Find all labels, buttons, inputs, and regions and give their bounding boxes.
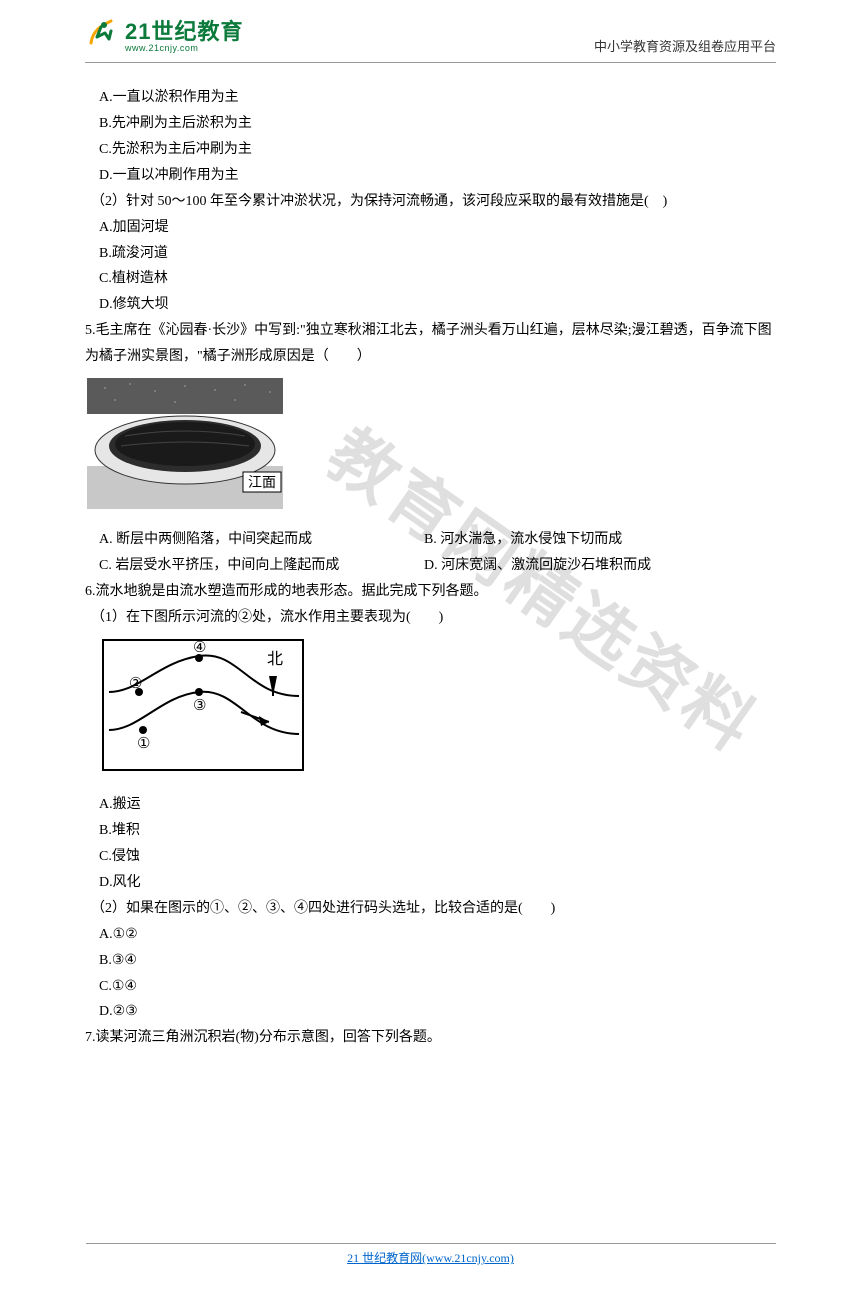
q5-option-b: B. 河水湍急，流水侵蚀下切而成 <box>424 527 749 553</box>
svg-text:④: ④ <box>193 640 206 656</box>
q4-option-a: A.一直以淤积作用为主 <box>85 85 776 111</box>
q7-stem: 7.读某河流三角洲沉积岩(物)分布示意图，回答下列各题。 <box>85 1025 776 1051</box>
q6-option-c: C.侵蚀 <box>85 844 776 870</box>
q6-sub2-option-b: B.③④ <box>85 948 776 974</box>
logo-url-text: www.21cnjy.com <box>125 44 243 54</box>
q6-option-b: B.堆积 <box>85 818 776 844</box>
q5-option-d: D. 河床宽阔、激流回旋沙石堆积而成 <box>424 553 749 579</box>
q6-sub2-option-d: D.②③ <box>85 999 776 1025</box>
svg-text:②: ② <box>129 676 142 692</box>
q5-option-c: C. 岩层受水平挤压，中间向上隆起而成 <box>99 553 424 579</box>
q5-option-a: A. 断层中两侧陷落，中间突起而成 <box>99 527 424 553</box>
content-body: A.一直以淤积作用为主 B.先冲刷为主后淤积为主 C.先淤积为主后冲刷为主 D.… <box>85 85 776 1051</box>
q6-sub2-option-a: A.①② <box>85 922 776 948</box>
svg-text:①: ① <box>137 736 150 752</box>
svg-text:北: 北 <box>267 650 283 668</box>
q4-sub2-option-b: B.疏浚河道 <box>85 241 776 267</box>
logo-block: 21世纪教育 www.21cnjy.com <box>85 15 243 58</box>
q4-sub2: （2）针对 50～100 年至今累计冲淤状况，为保持河流畅通，该河段应采取的最有… <box>85 189 776 215</box>
logo-icon <box>85 15 119 58</box>
q4-option-d: D.一直以冲刷作用为主 <box>85 163 776 189</box>
q4-option-c: C.先淤积为主后冲刷为主 <box>85 137 776 163</box>
q6-option-d: D.风化 <box>85 870 776 896</box>
q6-diagram: 北 ② ④ ③ ① <box>99 636 776 786</box>
q6-stem: 6.流水地貌是由流水塑造而形成的地表形态。据此完成下列各题。 <box>85 579 776 605</box>
q4-sub2-option-d: D.修筑大坝 <box>85 292 776 318</box>
q6-option-a: A.搬运 <box>85 792 776 818</box>
q5-photo: 江面 <box>85 376 776 521</box>
header-right-text: 中小学教育资源及组卷应用平台 <box>594 35 776 58</box>
logo-cn-text: 21世纪教育 <box>125 20 243 44</box>
q6-sub2-option-c: C.①④ <box>85 974 776 1000</box>
q5-photo-label: 江面 <box>248 475 276 491</box>
footer-link[interactable]: 21 世纪教育网(www.21cnjy.com) <box>347 1251 514 1265</box>
svg-text:③: ③ <box>193 698 206 714</box>
q6-sub2: （2）如果在图示的①、②、③、④四处进行码头选址，比较合适的是( ) <box>85 896 776 922</box>
page-header: 21世纪教育 www.21cnjy.com 中小学教育资源及组卷应用平台 <box>85 15 776 63</box>
q4-sub2-option-a: A.加固河堤 <box>85 215 776 241</box>
q4-sub2-option-c: C.植树造林 <box>85 266 776 292</box>
q6-sub1: （1）在下图所示河流的②处，流水作用主要表现为( ) <box>85 605 776 631</box>
q4-option-b: B.先冲刷为主后淤积为主 <box>85 111 776 137</box>
page-footer: 21 世纪教育网(www.21cnjy.com) <box>0 1243 861 1270</box>
q5-stem: 5.毛主席在《沁园春·长沙》中写到:"独立寒秋湘江北去，橘子洲头看万山红遍，层林… <box>85 318 776 370</box>
